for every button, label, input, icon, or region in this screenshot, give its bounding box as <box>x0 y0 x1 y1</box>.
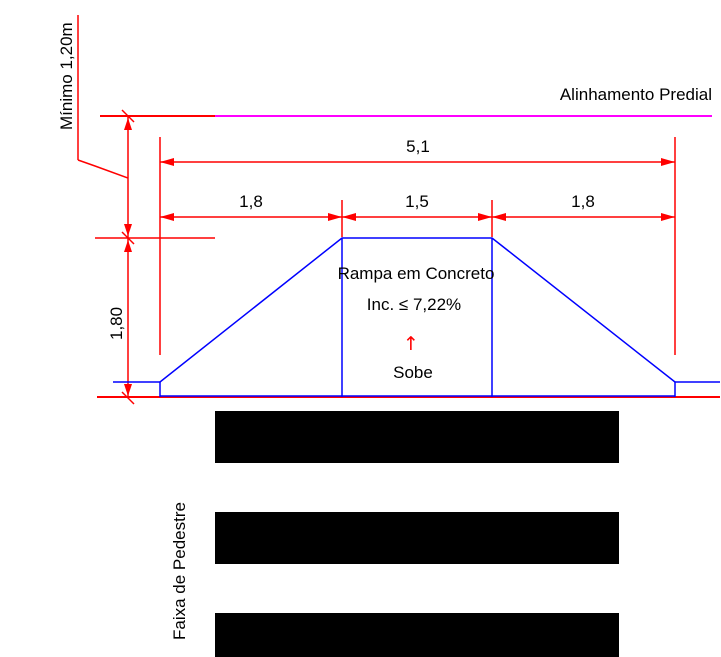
height-label: 1,80 <box>107 307 126 340</box>
ramp-outline <box>113 237 720 397</box>
right-segment-label: 1,8 <box>571 192 595 211</box>
extension-lines <box>159 137 676 355</box>
property-line-label: Alinhamento Predial <box>560 85 712 104</box>
crosswalk-stripe <box>215 411 619 463</box>
middle-segment-label: 1,5 <box>405 192 429 211</box>
segment-dimension <box>160 213 675 221</box>
crosswalk-stripe <box>215 613 619 657</box>
left-segment-label: 1,8 <box>239 192 263 211</box>
vertical-dimension <box>95 109 215 405</box>
vertical-dimension-arrows <box>124 118 132 396</box>
total-width-label: 5,1 <box>406 137 430 156</box>
crosswalk <box>215 411 619 657</box>
direction-label: Sobe <box>393 363 433 382</box>
up-arrow-icon: ↑ <box>403 333 419 355</box>
ramp-title: Rampa em Concreto <box>338 264 495 283</box>
minimum-label: Mínimo 1,20m <box>57 22 76 130</box>
crosswalk-label: Faixa de Pedestre <box>170 502 189 640</box>
crosswalk-stripe <box>215 512 619 564</box>
total-width-dimension <box>160 158 675 166</box>
minimum-leader <box>77 15 129 179</box>
ramp-slope: Inc. ≤ 7,22% <box>367 295 461 314</box>
